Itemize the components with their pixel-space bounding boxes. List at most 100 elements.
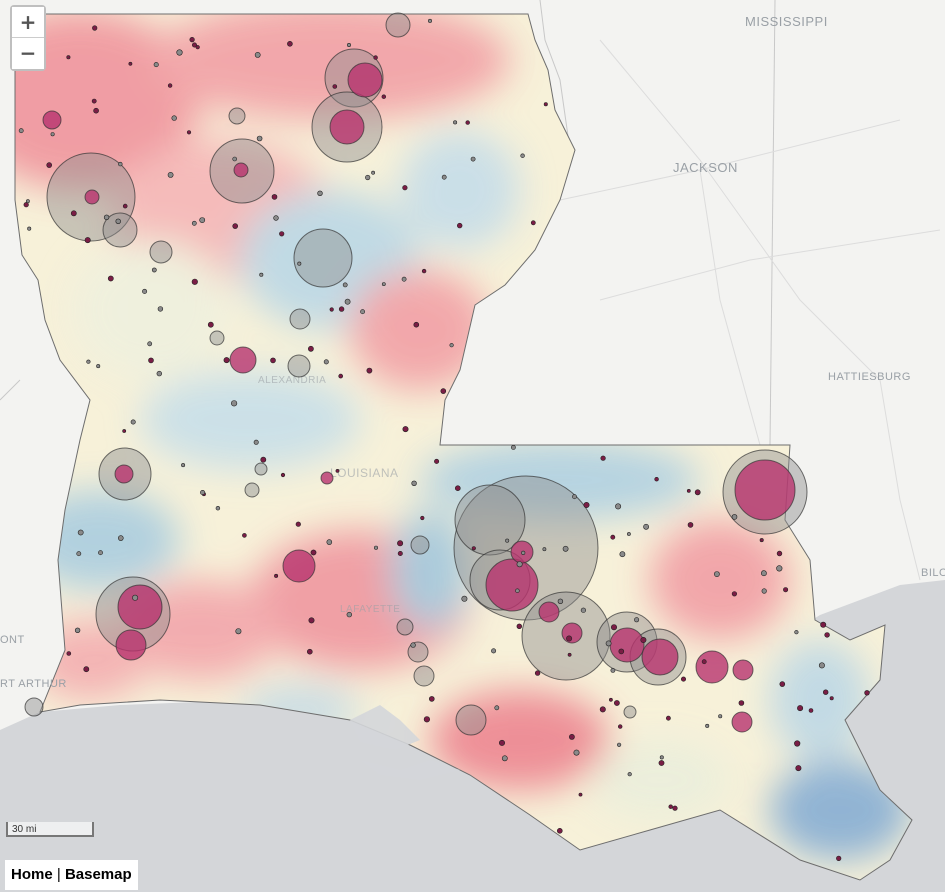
grey-bubble[interactable]	[396, 618, 414, 636]
small-dot	[640, 636, 647, 643]
pink-bubble[interactable]	[229, 346, 257, 374]
small-dot-layer	[18, 18, 870, 862]
small-dot	[705, 723, 710, 728]
grey-bubble[interactable]	[385, 12, 411, 38]
small-dot	[360, 309, 365, 315]
pink-bubble[interactable]	[114, 464, 134, 484]
grey-bubble[interactable]	[244, 482, 260, 498]
nav-separator: |	[56, 866, 61, 883]
small-dot	[583, 501, 590, 508]
small-dot	[434, 458, 440, 464]
small-dot	[103, 214, 110, 221]
pink-bubble[interactable]	[117, 584, 163, 630]
grey-bubble[interactable]	[293, 228, 353, 288]
grey-bubble[interactable]	[24, 697, 44, 717]
pink-bubble[interactable]	[734, 459, 796, 521]
grey-bubble[interactable]	[623, 705, 637, 719]
small-dot	[714, 571, 720, 577]
pink-bubble[interactable]	[538, 601, 560, 623]
small-dot	[70, 210, 77, 217]
small-dot	[317, 190, 323, 197]
home-link[interactable]: Home	[11, 866, 53, 883]
pink-bubble[interactable]	[320, 471, 334, 485]
small-dot	[567, 652, 572, 657]
grey-bubble[interactable]	[413, 665, 435, 687]
small-dot	[326, 539, 333, 545]
pink-bubble[interactable]	[233, 162, 249, 178]
small-dot	[323, 359, 329, 365]
scale-bar: 30 mi	[6, 822, 94, 837]
small-dot	[471, 546, 476, 551]
small-dot	[373, 55, 378, 60]
small-dot	[371, 170, 376, 175]
small-dot	[668, 804, 673, 809]
small-dot	[441, 174, 447, 180]
small-dot	[783, 587, 789, 593]
pink-bubble[interactable]	[115, 629, 147, 661]
pink-bubble[interactable]	[695, 650, 729, 684]
zoom-in-button[interactable]: +	[12, 7, 44, 38]
small-dot	[92, 25, 98, 31]
pink-bubble[interactable]	[282, 549, 316, 583]
grey-bubble[interactable]	[454, 484, 526, 556]
pink-bubble[interactable]	[641, 638, 679, 676]
zoom-out-button[interactable]: −	[12, 38, 44, 69]
small-dot	[195, 45, 200, 50]
small-dot	[794, 740, 801, 747]
grey-bubble[interactable]	[287, 354, 311, 378]
grey-bubble[interactable]	[455, 704, 487, 736]
pink-bubble[interactable]	[329, 109, 365, 145]
small-dot	[83, 666, 90, 673]
small-dot	[501, 755, 508, 762]
small-dot	[658, 760, 665, 766]
grey-bubble[interactable]	[102, 212, 138, 248]
small-dot	[107, 275, 114, 282]
small-dot	[411, 480, 417, 486]
small-dot	[66, 55, 71, 60]
basemap-link[interactable]: Basemap	[64, 866, 132, 883]
small-dot	[215, 506, 221, 511]
small-dot	[50, 132, 55, 137]
small-dot	[176, 49, 183, 56]
small-dot	[232, 223, 238, 229]
small-dot	[516, 623, 522, 629]
pink-bubble[interactable]	[732, 659, 754, 681]
grey-bubble[interactable]	[254, 462, 268, 476]
small-dot	[373, 545, 378, 550]
pink-bubble[interactable]	[561, 622, 583, 644]
grey-bubble[interactable]	[228, 107, 246, 125]
pink-bubble[interactable]	[84, 189, 100, 205]
small-dot	[808, 708, 814, 713]
small-dot	[84, 237, 91, 244]
small-dot	[672, 805, 678, 811]
grey-bubble[interactable]	[209, 330, 225, 346]
small-dot	[562, 545, 569, 552]
small-dot	[242, 533, 247, 538]
small-dot	[453, 120, 458, 125]
label-alexandria: ALEXANDRIA	[258, 375, 326, 386]
small-dot	[273, 215, 279, 221]
small-dot	[413, 321, 420, 328]
small-dot	[270, 357, 276, 364]
pink-bubble[interactable]	[609, 627, 645, 663]
small-dot	[795, 765, 802, 772]
grey-bubble[interactable]	[289, 308, 311, 330]
grey-bubble[interactable]	[149, 240, 173, 264]
small-dot	[365, 174, 371, 181]
small-dot	[761, 588, 767, 594]
small-dot	[687, 522, 694, 528]
small-dot	[118, 161, 123, 167]
small-dot	[610, 534, 616, 540]
small-dot	[381, 282, 386, 287]
small-dot	[259, 272, 264, 277]
small-dot	[23, 202, 29, 208]
grey-bubble[interactable]	[410, 535, 430, 555]
pink-bubble[interactable]	[42, 110, 62, 130]
small-dot	[167, 171, 174, 178]
pink-bubble[interactable]	[485, 558, 539, 612]
pink-bubble[interactable]	[347, 62, 383, 98]
nav-bar: Home | Basemap	[5, 860, 138, 890]
small-dot	[428, 696, 435, 702]
pink-bubble[interactable]	[731, 711, 753, 733]
